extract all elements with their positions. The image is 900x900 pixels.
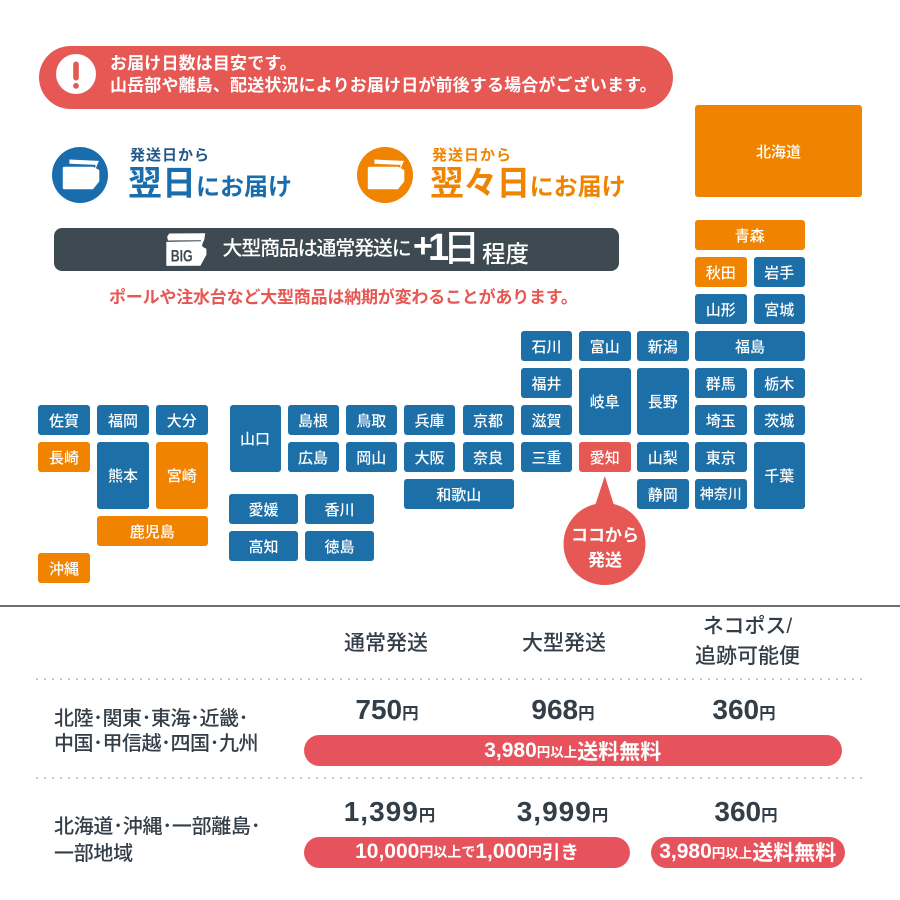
svg-text:BIG: BIG bbox=[171, 248, 193, 266]
